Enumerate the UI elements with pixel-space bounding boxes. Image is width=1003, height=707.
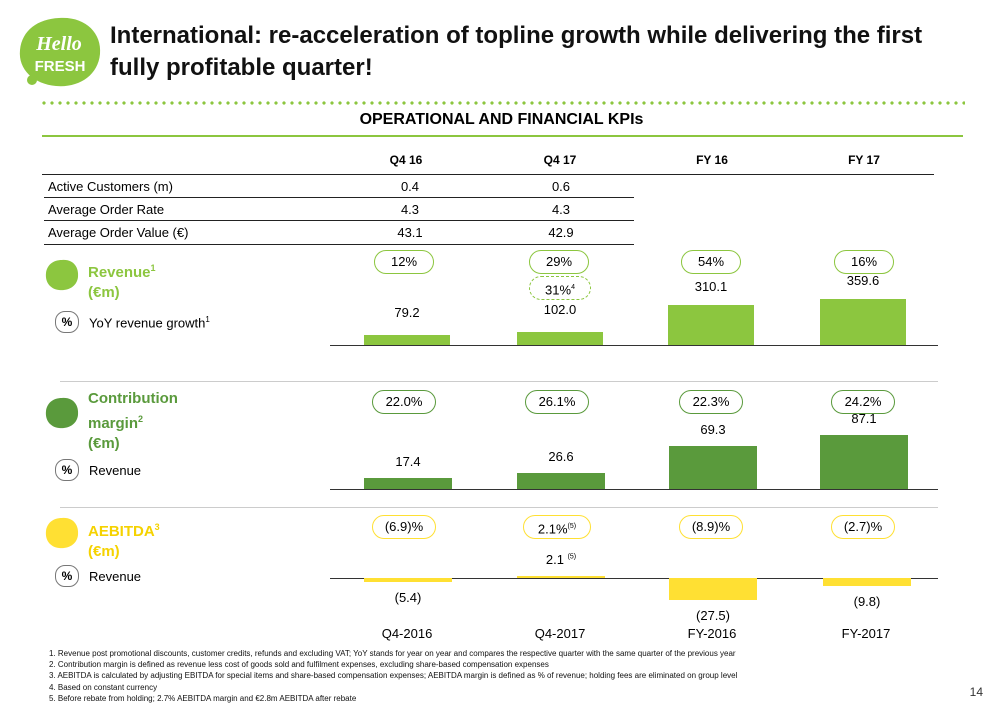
aebitda-label: AEBITDA3 (€m) <box>88 522 160 560</box>
revenue-value-q4-17: 102.0 <box>543 302 577 317</box>
contribution-sub-label: Revenue <box>89 463 142 478</box>
contribution-leaf-icon <box>45 397 79 429</box>
kpi-label: Average Order Rate <box>48 202 165 217</box>
col-header-q4-16: Q4 16 <box>389 153 423 167</box>
aebitda-value-fy-17: (9.8) <box>853 594 881 609</box>
aebitda-percent-badge: % <box>55 565 79 587</box>
contribution-label: Contribution margin2 (€m) <box>88 390 178 452</box>
footnotes: 1. Revenue post promotional discounts, c… <box>49 648 737 704</box>
footnote-1: 1. Revenue post promotional discounts, c… <box>49 649 736 658</box>
revenue-growth-q4-16: 12% <box>374 250 434 274</box>
aebitda-bar-fy-16 <box>669 578 757 600</box>
contribution-bar-q4-17 <box>517 473 605 489</box>
revenue-value-fy-17: 359.6 <box>846 273 880 288</box>
kpi-row-active-customers: Active Customers (m) 0.4 0.6 <box>44 174 634 198</box>
revenue-sub-label: YoY revenue growth1 <box>89 315 210 331</box>
section-title: OPERATIONAL AND FINANCIAL KPIs <box>359 111 644 128</box>
aebitda-margin-fy-17: (2.7)% <box>831 515 895 539</box>
revenue-growth-fy-16: 54% <box>681 250 741 274</box>
aebitda-bar-q4-16 <box>364 578 452 582</box>
logo-text-hello: Hello <box>35 33 82 55</box>
revenue-bar-q4-16 <box>364 335 450 345</box>
revenue-baseline <box>330 345 938 346</box>
revenue-value-fy-16: 310.1 <box>694 279 728 294</box>
kpi-value-q4-17: 0.6 <box>551 179 571 194</box>
revenue-separator <box>60 381 938 382</box>
kpi-label: Active Customers (m) <box>48 179 173 194</box>
section-underline <box>42 135 963 137</box>
kpi-value-q4-16: 43.1 <box>397 225 423 240</box>
contribution-margin-q4-16: 22.0% <box>372 390 436 414</box>
dotted-divider <box>40 101 965 105</box>
contribution-margin-fy-17: 24.2% <box>831 390 895 414</box>
footnote-3: 3. AEBITDA is calculated by adjusting EB… <box>49 671 738 681</box>
aebitda-value-fy-16: (27.5) <box>696 608 730 623</box>
x-label-fy-2016: FY-2016 <box>687 626 737 641</box>
revenue-label: Revenue1 (€m) <box>88 263 156 301</box>
kpi-row-order-value: Average Order Value (€) 43.1 42.9 <box>44 220 634 245</box>
x-label-fy-2017: FY-2017 <box>841 626 891 641</box>
contribution-separator <box>60 507 938 508</box>
aebitda-margin-q4-17: 2.1%(5) <box>523 515 591 539</box>
contribution-value-fy-17: 87.1 <box>851 411 877 426</box>
contribution-baseline <box>330 489 938 490</box>
col-header-fy-17: FY 17 <box>848 153 880 167</box>
contribution-bar-fy-17 <box>820 435 908 489</box>
contribution-value-fy-16: 69.3 <box>700 422 726 437</box>
aebitda-margin-fy-16: (8.9)% <box>679 515 743 539</box>
footnote-2: 2. Contribution margin is defined as rev… <box>49 660 549 670</box>
revenue-growth-fy-17: 16% <box>834 250 894 274</box>
kpi-row-order-rate: Average Order Rate 4.3 4.3 <box>44 197 634 221</box>
aebitda-baseline <box>330 578 938 579</box>
kpi-label: Average Order Value (€) <box>48 225 189 240</box>
aebitda-bar-fy-17 <box>823 578 911 586</box>
page-number: 14 <box>969 685 983 699</box>
kpi-value-q4-16: 4.3 <box>400 202 420 217</box>
contribution-percent-badge: % <box>55 459 79 481</box>
contribution-bar-q4-16 <box>364 478 452 489</box>
hellofresh-logo: Hello FRESH <box>19 17 101 87</box>
kpi-value-q4-17: 42.9 <box>548 225 574 240</box>
kpi-value-q4-17: 4.3 <box>551 202 571 217</box>
revenue-bar-fy-16 <box>668 305 754 345</box>
col-header-fy-16: FY 16 <box>696 153 728 167</box>
revenue-growth-constant-currency: 31%4 <box>529 276 591 300</box>
col-header-q4-17: Q4 17 <box>543 153 577 167</box>
footnote-5: 5. Before rebate from holding; 2.7% AEBI… <box>49 693 357 703</box>
page-title: International: re-acceleration of toplin… <box>110 22 923 81</box>
aebitda-bar-q4-17 <box>517 576 605 578</box>
revenue-leaf-icon <box>45 259 79 291</box>
contribution-value-q4-17: 26.6 <box>548 449 574 464</box>
aebitda-value-q4-17: 2.1 (5) <box>545 552 577 567</box>
revenue-value-q4-16: 79.2 <box>394 305 420 320</box>
aebitda-sub-label: Revenue <box>89 569 142 584</box>
contribution-bar-fy-16 <box>669 446 757 489</box>
contribution-margin-fy-16: 22.3% <box>679 390 743 414</box>
x-label-q4-2017: Q4-2017 <box>534 626 586 641</box>
x-label-q4-2016: Q4-2016 <box>381 626 433 641</box>
aebitda-leaf-icon <box>45 517 79 549</box>
revenue-growth-q4-17: 29% <box>529 250 589 274</box>
footnote-4: 4. Based on constant currency <box>49 682 158 692</box>
logo-text-fresh: FRESH <box>35 58 86 75</box>
aebitda-margin-q4-16: (6.9)% <box>372 515 436 539</box>
revenue-bar-q4-17 <box>517 332 603 345</box>
kpi-value-q4-16: 0.4 <box>400 179 420 194</box>
contribution-value-q4-16: 17.4 <box>395 454 421 469</box>
aebitda-value-q4-16: (5.4) <box>394 590 422 605</box>
revenue-bar-fy-17 <box>820 299 906 345</box>
contribution-margin-q4-17: 26.1% <box>525 390 589 414</box>
revenue-percent-badge: % <box>55 311 79 333</box>
